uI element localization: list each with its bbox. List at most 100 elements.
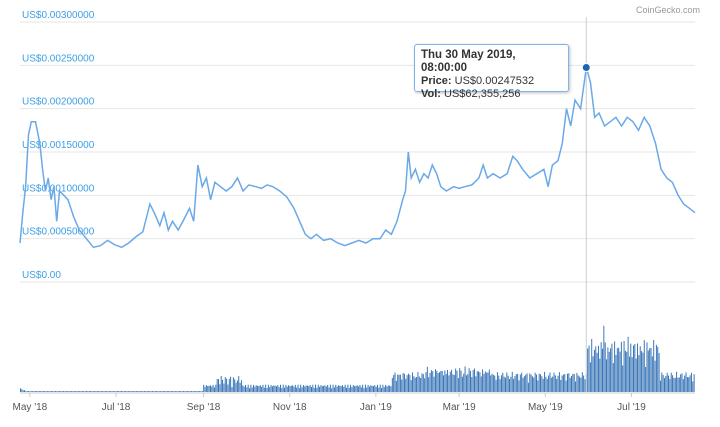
volume-bar[interactable] — [496, 372, 498, 392]
volume-bar[interactable] — [455, 368, 457, 392]
volume-bar[interactable] — [595, 346, 597, 392]
volume-bar[interactable] — [199, 391, 201, 392]
volume-bar[interactable] — [428, 377, 430, 392]
volume-bar[interactable] — [130, 391, 132, 392]
volume-bar[interactable] — [152, 391, 153, 392]
volume-bar[interactable] — [635, 358, 637, 392]
volume-bar[interactable] — [154, 391, 156, 392]
volume-bar[interactable] — [223, 383, 225, 392]
volume-bar[interactable] — [84, 391, 86, 392]
volume-bar[interactable] — [358, 386, 360, 392]
volume-bar[interactable] — [525, 374, 527, 392]
volume-bar[interactable] — [639, 346, 641, 392]
volume-bar[interactable] — [622, 365, 624, 392]
volume-bar[interactable] — [275, 386, 277, 392]
volume-bar[interactable] — [119, 391, 121, 392]
volume-bar[interactable] — [64, 391, 66, 392]
volume-bar[interactable] — [104, 391, 106, 392]
volume-bar[interactable] — [569, 377, 571, 392]
volume-bar[interactable] — [556, 378, 558, 392]
volume-bar[interactable] — [538, 373, 540, 392]
volume-bar[interactable] — [561, 375, 563, 392]
volume-bar[interactable] — [339, 385, 341, 392]
volume-bar[interactable] — [60, 391, 62, 392]
volume-bar[interactable] — [81, 391, 83, 392]
volume-bar[interactable] — [546, 378, 548, 392]
volume-bar[interactable] — [519, 374, 521, 392]
volume-bar[interactable] — [587, 348, 589, 392]
volume-bar[interactable] — [162, 391, 164, 392]
volume-bar[interactable] — [98, 391, 100, 392]
volume-bar[interactable] — [505, 377, 506, 392]
volume-bar[interactable] — [562, 374, 564, 392]
volume-bar[interactable] — [323, 385, 325, 392]
volume-bar[interactable] — [320, 385, 322, 392]
volume-bar[interactable] — [242, 385, 244, 392]
volume-bar[interactable] — [649, 348, 651, 392]
volume-bar[interactable] — [602, 348, 603, 392]
volume-bar[interactable] — [672, 375, 674, 392]
volume-bar[interactable] — [413, 376, 415, 392]
volume-bar[interactable] — [158, 391, 160, 392]
volume-bar[interactable] — [250, 384, 252, 392]
volume-bar[interactable] — [474, 368, 475, 392]
volume-bar[interactable] — [366, 387, 368, 392]
volume-bar[interactable] — [557, 375, 559, 392]
volume-bar[interactable] — [147, 391, 149, 392]
volume-bar[interactable] — [219, 384, 221, 392]
volume-bar[interactable] — [429, 372, 431, 392]
volume-bar[interactable] — [45, 391, 47, 392]
volume-bar[interactable] — [296, 387, 298, 392]
volume-bar[interactable] — [686, 377, 688, 392]
volume-bar[interactable] — [464, 366, 466, 392]
volume-bar[interactable] — [531, 376, 533, 392]
volume-bar[interactable] — [387, 385, 389, 392]
volume-bar[interactable] — [624, 350, 626, 392]
volume-bar[interactable] — [289, 385, 291, 392]
volume-bar[interactable] — [448, 375, 450, 392]
volume-bar[interactable] — [500, 375, 502, 392]
volume-bar[interactable] — [517, 373, 519, 392]
volume-bar[interactable] — [316, 387, 318, 392]
volume-bar[interactable] — [549, 372, 551, 392]
volume-bar[interactable] — [197, 391, 199, 392]
volume-bar[interactable] — [467, 374, 469, 392]
volume-bar[interactable] — [249, 388, 250, 392]
volume-bar[interactable] — [432, 371, 434, 392]
volume-bar[interactable] — [172, 391, 174, 392]
volume-bar[interactable] — [301, 387, 303, 392]
volume-bar[interactable] — [580, 377, 582, 392]
price-series-line[interactable] — [19, 67, 696, 249]
volume-bar[interactable] — [234, 379, 236, 392]
volume-bar[interactable] — [312, 384, 314, 392]
volume-bar[interactable] — [115, 391, 117, 392]
volume-bar[interactable] — [654, 360, 656, 392]
volume-bar[interactable] — [118, 391, 120, 392]
volume-bar[interactable] — [218, 379, 219, 392]
volume-bar[interactable] — [685, 372, 687, 392]
volume-bar[interactable] — [226, 378, 228, 392]
volume-bar[interactable] — [161, 391, 163, 392]
volume-bar[interactable] — [468, 368, 470, 392]
volume-bar[interactable] — [53, 391, 55, 392]
volume-bar[interactable] — [321, 386, 323, 392]
volume-bar[interactable] — [453, 375, 455, 392]
volume-bar[interactable] — [236, 380, 238, 392]
volume-bar[interactable] — [603, 325, 605, 392]
volume-bar[interactable] — [142, 391, 144, 392]
volume-bar[interactable] — [133, 391, 135, 392]
volume-bar[interactable] — [169, 391, 171, 392]
volume-bar[interactable] — [123, 391, 125, 392]
volume-bar[interactable] — [262, 384, 264, 392]
volume-bar[interactable] — [444, 370, 446, 392]
volume-bar[interactable] — [690, 372, 692, 392]
volume-bar[interactable] — [479, 372, 481, 392]
volume-bar[interactable] — [665, 375, 667, 392]
volume-bar[interactable] — [329, 384, 331, 392]
volume-bar[interactable] — [514, 376, 516, 392]
volume-bar[interactable] — [630, 343, 632, 392]
volume-bar[interactable] — [212, 384, 214, 392]
volume-bar[interactable] — [99, 391, 101, 392]
volume-bar[interactable] — [614, 341, 616, 392]
volume-bar[interactable] — [513, 378, 515, 392]
